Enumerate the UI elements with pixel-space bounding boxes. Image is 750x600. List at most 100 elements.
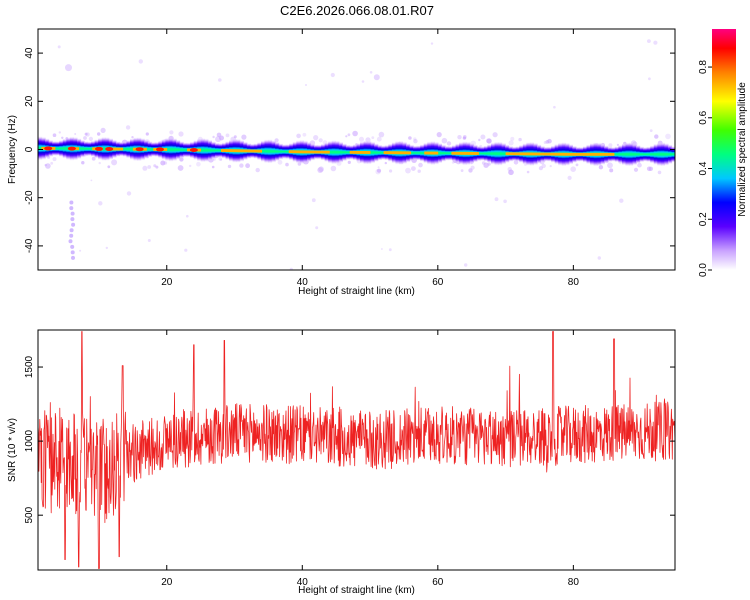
- spectrogram-band-strip: [278, 143, 283, 160]
- spectrogram-band-strip: [268, 139, 273, 164]
- spectrogram-band-core: [366, 151, 371, 154]
- spectrogram-band-strip: [480, 146, 485, 161]
- spectrogram-band-strip: [646, 146, 651, 162]
- spectrogram-band-strip: [487, 144, 492, 163]
- spectrogram-band-core: [532, 152, 537, 156]
- spectrogram-speckle: [463, 135, 467, 139]
- spectrogram-y-tick-label: 0: [24, 146, 35, 152]
- spectrogram-band-strip: [653, 143, 658, 165]
- colorbar-tick-label: 0.2: [698, 212, 709, 226]
- spectrogram-speckle: [460, 169, 464, 173]
- snr-x-tick-label: 40: [297, 577, 309, 588]
- spectrogram-speckle: [61, 136, 64, 139]
- spectrogram-speckle: [211, 165, 215, 169]
- spectrogram-speckle: [69, 200, 74, 205]
- spectrogram-speckle: [377, 166, 380, 169]
- spectrogram-band-core: [400, 151, 405, 155]
- spectrogram-band-strip: [632, 143, 637, 166]
- spectrogram-speckle: [218, 78, 222, 82]
- spectrogram-speckle: [90, 179, 93, 182]
- spectrogram-band-core: [322, 150, 327, 154]
- spectrogram-band-core: [556, 152, 561, 156]
- spectrogram-speckle: [163, 161, 168, 165]
- spectrogram-speckle: [446, 141, 452, 146]
- spectrogram-band-core: [573, 152, 578, 156]
- spectrogram-speckle: [98, 201, 103, 206]
- spectrogram-speckle: [45, 163, 51, 169]
- spectrogram-speckle: [486, 138, 492, 144]
- spectrogram-band-core: [461, 151, 466, 155]
- spectrogram-band-strip: [441, 144, 446, 162]
- colorbar-tick-label: 0.0: [698, 263, 709, 277]
- spectrogram-speckle: [468, 168, 473, 173]
- spectrogram-band-core: [458, 151, 462, 155]
- spectrogram-speckle: [220, 158, 223, 161]
- spectrogram-band-strip: [643, 147, 648, 162]
- spectrogram-speckle: [598, 165, 604, 170]
- spectrogram-band-core: [241, 149, 246, 153]
- spectrogram-hotspot: [156, 147, 164, 152]
- spectrogram-band-core: [312, 150, 317, 154]
- snr-frame: [37, 329, 676, 571]
- spectrogram-speckle: [457, 135, 462, 140]
- spectrogram-speckle: [196, 161, 201, 167]
- spectrogram-speckle: [178, 131, 184, 137]
- spectrogram-band-core: [390, 151, 395, 155]
- spectrogram-speckle: [311, 198, 316, 203]
- spectrogram-speckle: [169, 130, 174, 135]
- spectrogram-speckle: [74, 133, 77, 135]
- spectrogram-band-strip: [667, 144, 673, 165]
- spectrogram-band-strip: [614, 146, 619, 163]
- spectrogram-speckle: [570, 166, 576, 172]
- spectrogram-speckle: [111, 159, 118, 166]
- spectrogram-speckle: [330, 72, 335, 78]
- spectrogram-speckle: [57, 45, 61, 49]
- spectrogram-band-core: [519, 152, 523, 156]
- spectrogram-band-core: [359, 150, 364, 154]
- spectrogram-band-core: [607, 152, 612, 156]
- spectrogram-band-core: [197, 148, 202, 152]
- spectrogram-speckle: [184, 248, 188, 252]
- spectrogram-speckle: [189, 164, 192, 168]
- spectrogram-band-strip: [377, 144, 382, 161]
- spectrogram-band-core: [302, 150, 307, 154]
- spectrogram-speckle: [653, 40, 658, 45]
- spectrogram-band-strip: [483, 145, 489, 162]
- spectrogram-speckle: [371, 136, 375, 140]
- colorbar-tick-label: 0.8: [698, 60, 709, 74]
- spectrogram-speckle: [647, 39, 651, 43]
- spectrogram-speckle: [451, 161, 455, 164]
- colorbar-gradient: [712, 29, 736, 270]
- spectrogram-speckle: [153, 164, 157, 168]
- spectrogram-band-strip: [416, 145, 421, 161]
- spectrogram-band-core: [515, 152, 520, 156]
- spectrogram-speckle: [347, 133, 351, 137]
- spectrogram-band-core: [451, 151, 456, 155]
- spectrogram-band-strip: [211, 141, 216, 160]
- spectrogram-speckle: [79, 249, 82, 252]
- snr-y-axis-label: SNR (10 * v/v): [7, 418, 18, 482]
- spectrogram-speckle: [142, 165, 148, 171]
- spectrogram-band-strip: [62, 138, 67, 159]
- colorbar-tick-label: 0.6: [698, 110, 709, 124]
- spectrogram-band-strip: [147, 141, 152, 158]
- spectrogram-speckle: [619, 198, 624, 203]
- spectrogram-band-core: [254, 149, 259, 153]
- spectrogram-speckle: [464, 263, 468, 267]
- spectrogram-speckle: [70, 211, 75, 216]
- spectrogram-band-core: [383, 151, 388, 155]
- spectrogram-speckle: [179, 157, 184, 162]
- spectrogram-band-core: [563, 152, 567, 156]
- spectrogram-band-core: [248, 149, 252, 153]
- spectrogram-band-core: [397, 151, 401, 155]
- spectrogram-band-core: [403, 151, 408, 155]
- spectrogram-speckle: [69, 206, 74, 211]
- spectrogram-speckle: [413, 139, 418, 144]
- spectrogram-band-core: [115, 147, 120, 151]
- spectrogram-band-core: [553, 152, 557, 156]
- spectrogram-speckle: [70, 217, 75, 222]
- spectrogram-band-strip: [335, 140, 340, 164]
- spectrogram-band-strip: [59, 140, 64, 157]
- spectrogram-band-strip: [420, 144, 425, 162]
